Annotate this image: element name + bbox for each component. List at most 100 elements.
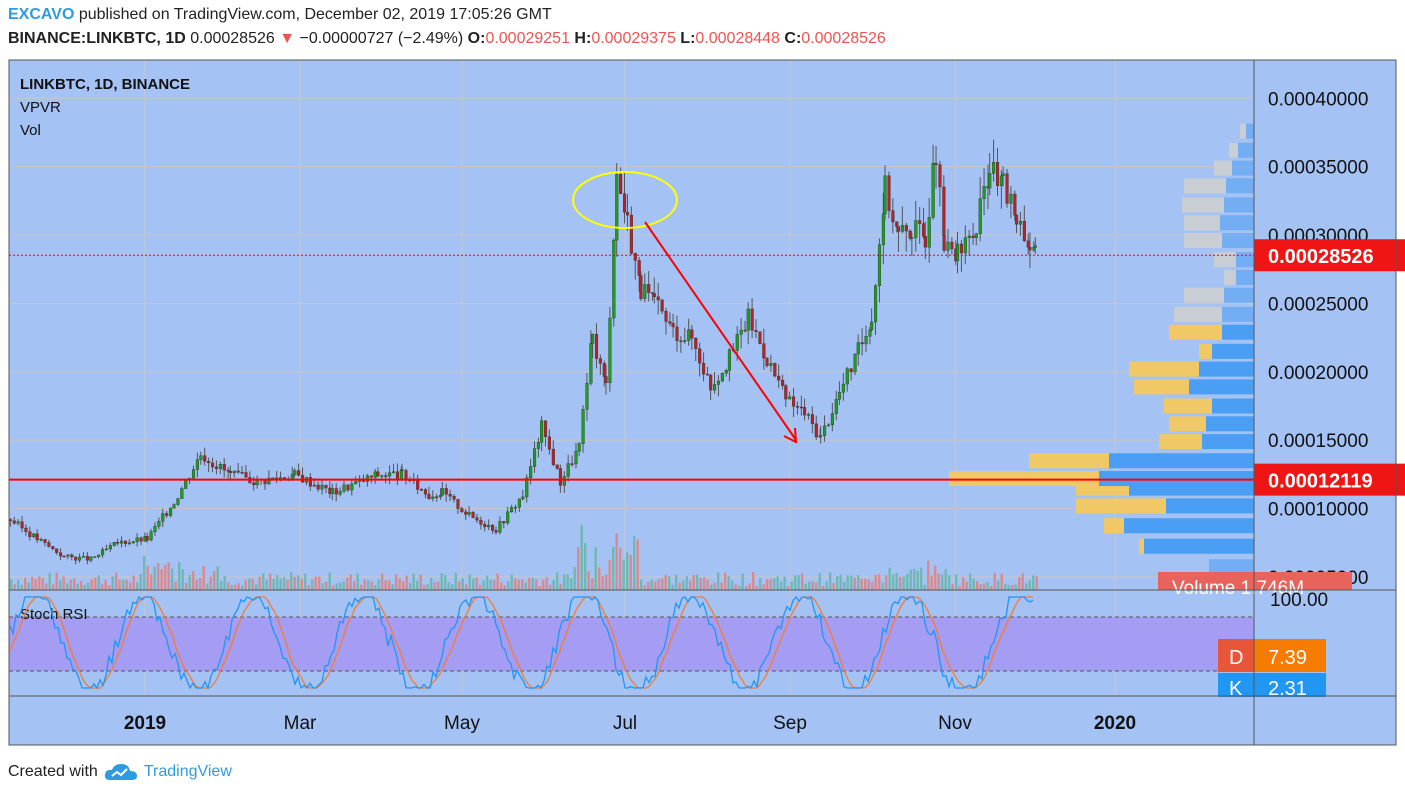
volume-bar [20, 584, 23, 590]
candle-down [236, 470, 240, 473]
volume-bar [689, 580, 692, 590]
volume-bar [346, 577, 349, 590]
volume-bar [339, 582, 342, 590]
candle-up [823, 425, 827, 436]
candle-down [1015, 214, 1019, 225]
volume-bar [885, 575, 888, 590]
vpvr-sell-bar [1159, 434, 1202, 450]
volume-bar [475, 577, 478, 590]
vpvr-buy-bar [1202, 434, 1254, 450]
symbol-ohlc-line: BINANCE:LINKBTC, 1D 0.00028526 ▼ −0.0000… [8, 30, 886, 48]
volume-bar [762, 584, 765, 590]
candle-down [1022, 221, 1026, 242]
candle-down [570, 463, 574, 465]
volume-bar [17, 579, 20, 590]
volume-bar [612, 546, 615, 590]
publisher-name[interactable]: EXCAVO [8, 6, 75, 23]
candle-up [716, 380, 721, 385]
footer: Created with TradingView [8, 762, 232, 782]
candle-down [165, 513, 169, 516]
vpvr-sell-bar [1129, 361, 1199, 377]
price-axis-background [1254, 60, 1396, 745]
candle-up [354, 481, 358, 485]
candle-up [581, 409, 585, 444]
candle-down [896, 226, 901, 232]
volume-bar [335, 583, 338, 590]
candle-down [652, 293, 656, 297]
volume-bar [685, 576, 688, 590]
volume-bar [916, 571, 919, 590]
candle-down [308, 477, 312, 487]
volume-bar [706, 579, 709, 590]
candle-up [615, 174, 619, 241]
volume-bar [752, 572, 755, 590]
volume-bar [591, 578, 594, 590]
volume-bar [836, 576, 839, 590]
volume-bar [783, 576, 786, 590]
vpvr-sell-bar [1134, 379, 1189, 395]
volume-bar [356, 573, 359, 590]
volume-bar [755, 585, 758, 590]
candle-down [942, 235, 946, 251]
volume-bar [80, 581, 83, 590]
candle-down [671, 323, 675, 328]
volume-bar [696, 574, 699, 590]
time-axis-tick: Mar [284, 713, 317, 734]
volume-bar [440, 573, 443, 590]
candle-up [78, 556, 82, 561]
candle-down [145, 536, 149, 541]
volume-bar [636, 539, 639, 590]
candle-down [750, 308, 754, 331]
volume-bar [724, 572, 727, 590]
candle-down [35, 533, 39, 541]
volume-bar [629, 554, 632, 590]
candle-up [169, 507, 173, 516]
candle-up [108, 545, 112, 550]
volume-bar [76, 583, 79, 590]
candle-up [585, 383, 589, 410]
time-axis-tick: Jul [613, 713, 637, 734]
candle-down [923, 236, 927, 248]
volume-bar [286, 579, 289, 590]
candle-down [334, 488, 338, 495]
volume-bar [342, 581, 345, 590]
candle-down [558, 468, 562, 486]
candle-up [999, 175, 1003, 186]
candle-down [694, 337, 698, 349]
last-price-tag-text: 0.00028526 [1268, 246, 1374, 268]
vpvr-sell-bar [1224, 269, 1236, 285]
chart-canvas[interactable]: LINKBTC, 1D, BINANCE VPVR Vol 0.00040000 0.0… [0, 0, 1405, 760]
candle-down [803, 407, 807, 416]
volume-bar [909, 569, 912, 590]
volume-bar [738, 585, 741, 590]
volume-bar [195, 579, 198, 590]
volume-bar [1028, 580, 1031, 590]
candle-down [754, 330, 758, 332]
candle-down [479, 519, 483, 525]
volume-bar [944, 569, 947, 590]
candle-down [555, 464, 559, 469]
candle-up [439, 495, 443, 498]
candle-down [660, 299, 664, 312]
candle-down [203, 455, 207, 462]
volume-bar [818, 573, 821, 590]
volume-bar [129, 582, 132, 590]
volume-bar [97, 575, 100, 590]
candle-down [435, 496, 439, 499]
vpvr-sell-bar [1229, 142, 1238, 158]
volume-bar [699, 577, 702, 590]
volume-bar [276, 574, 279, 590]
volume-bar [720, 582, 723, 590]
candle-up [735, 334, 739, 351]
volume-bar [713, 582, 716, 590]
candle-up [643, 284, 647, 299]
tradingview-link[interactable]: TradingView [143, 763, 232, 780]
candle-up [1033, 245, 1037, 248]
vpvr-buy-bar [1209, 559, 1254, 575]
candle-down [679, 340, 683, 343]
volume-bar [1021, 573, 1024, 590]
volume-bar [104, 579, 107, 590]
volume-bar [146, 565, 149, 590]
candle-up [533, 448, 537, 467]
volume-bar [776, 576, 779, 590]
